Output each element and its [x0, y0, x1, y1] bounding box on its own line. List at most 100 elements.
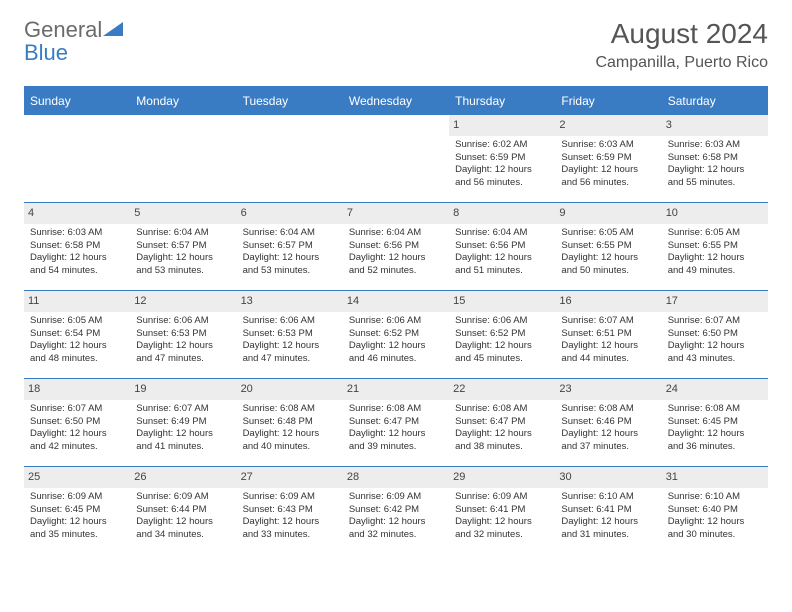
sunset-line: Sunset: 6:42 PM	[349, 504, 443, 517]
sunrise-line: Sunrise: 6:09 AM	[136, 491, 230, 504]
sunset-line: Sunset: 6:53 PM	[136, 328, 230, 341]
daylight-line: Daylight: 12 hours and 47 minutes.	[243, 340, 337, 366]
daylight-line: Daylight: 12 hours and 55 minutes.	[668, 164, 762, 190]
daylight-line: Daylight: 12 hours and 45 minutes.	[455, 340, 549, 366]
daylight-line: Daylight: 12 hours and 46 minutes.	[349, 340, 443, 366]
sunrise-line: Sunrise: 6:04 AM	[349, 227, 443, 240]
sunrise-line: Sunrise: 6:07 AM	[561, 315, 655, 328]
calendar-week-row: 18Sunrise: 6:07 AMSunset: 6:50 PMDayligh…	[24, 379, 768, 467]
calendar-week-row: 11Sunrise: 6:05 AMSunset: 6:54 PMDayligh…	[24, 291, 768, 379]
calendar-day-cell: 15Sunrise: 6:06 AMSunset: 6:52 PMDayligh…	[449, 291, 555, 379]
sunset-line: Sunset: 6:44 PM	[136, 504, 230, 517]
day-number: 2	[555, 115, 661, 136]
sunrise-line: Sunrise: 6:09 AM	[243, 491, 337, 504]
calendar-day-cell: 28Sunrise: 6:09 AMSunset: 6:42 PMDayligh…	[343, 467, 449, 555]
sunrise-line: Sunrise: 6:07 AM	[668, 315, 762, 328]
daylight-line: Daylight: 12 hours and 48 minutes.	[30, 340, 124, 366]
day-number: 4	[24, 203, 130, 224]
location: Campanilla, Puerto Rico	[595, 54, 768, 72]
calendar-week-row: 4Sunrise: 6:03 AMSunset: 6:58 PMDaylight…	[24, 203, 768, 291]
sunrise-line: Sunrise: 6:05 AM	[30, 315, 124, 328]
day-number: 7	[343, 203, 449, 224]
sunset-line: Sunset: 6:59 PM	[455, 152, 549, 165]
sunset-line: Sunset: 6:55 PM	[668, 240, 762, 253]
calendar-day-cell: 25Sunrise: 6:09 AMSunset: 6:45 PMDayligh…	[24, 467, 130, 555]
sunrise-line: Sunrise: 6:03 AM	[668, 139, 762, 152]
logo-triangle-icon	[103, 22, 123, 38]
daylight-line: Daylight: 12 hours and 53 minutes.	[243, 252, 337, 278]
daylight-line: Daylight: 12 hours and 41 minutes.	[136, 428, 230, 454]
sunrise-line: Sunrise: 6:07 AM	[30, 403, 124, 416]
calendar-table: SundayMondayTuesdayWednesdayThursdayFrid…	[24, 86, 768, 555]
day-header: Saturday	[662, 87, 768, 115]
sunset-line: Sunset: 6:45 PM	[668, 416, 762, 429]
daylight-line: Daylight: 12 hours and 35 minutes.	[30, 516, 124, 542]
daylight-line: Daylight: 12 hours and 34 minutes.	[136, 516, 230, 542]
sunrise-line: Sunrise: 6:04 AM	[136, 227, 230, 240]
calendar-day-cell: 10Sunrise: 6:05 AMSunset: 6:55 PMDayligh…	[662, 203, 768, 291]
sunrise-line: Sunrise: 6:04 AM	[243, 227, 337, 240]
calendar-day-cell: 5 Sunrise: 6:04 AMSunset: 6:57 PMDaylight…	[130, 203, 236, 291]
day-number: 3	[662, 115, 768, 136]
sunset-line: Sunset: 6:50 PM	[668, 328, 762, 341]
day-number: 30	[555, 467, 661, 488]
sunrise-line: Sunrise: 6:08 AM	[243, 403, 337, 416]
daylight-line: Daylight: 12 hours and 33 minutes.	[243, 516, 337, 542]
day-header: Monday	[130, 87, 236, 115]
day-number: 9	[555, 203, 661, 224]
daylight-line: Daylight: 12 hours and 53 minutes.	[136, 252, 230, 278]
calendar-day-cell: 19Sunrise: 6:07 AMSunset: 6:49 PMDayligh…	[130, 379, 236, 467]
daylight-line: Daylight: 12 hours and 32 minutes.	[349, 516, 443, 542]
calendar-day-cell: 20Sunrise: 6:08 AMSunset: 6:48 PMDayligh…	[237, 379, 343, 467]
sunset-line: Sunset: 6:57 PM	[136, 240, 230, 253]
sunset-line: Sunset: 6:45 PM	[30, 504, 124, 517]
day-header: Wednesday	[343, 87, 449, 115]
calendar-day-cell: 4Sunrise: 6:03 AMSunset: 6:58 PMDaylight…	[24, 203, 130, 291]
day-number: 1	[449, 115, 555, 136]
sunset-line: Sunset: 6:48 PM	[243, 416, 337, 429]
daylight-line: Daylight: 12 hours and 32 minutes.	[455, 516, 549, 542]
sunset-line: Sunset: 6:46 PM	[561, 416, 655, 429]
calendar-day-cell: 24Sunrise: 6:08 AMSunset: 6:45 PMDayligh…	[662, 379, 768, 467]
daylight-line: Daylight: 12 hours and 39 minutes.	[349, 428, 443, 454]
daylight-line: Daylight: 12 hours and 40 minutes.	[243, 428, 337, 454]
daylight-line: Daylight: 12 hours and 56 minutes.	[455, 164, 549, 190]
logo: General Blue	[24, 18, 144, 64]
calendar-week-row: 1Sunrise: 6:02 AMSunset: 6:59 PMDaylight…	[24, 115, 768, 203]
day-number: 13	[237, 291, 343, 312]
header: General Blue August 2024 Campanilla, Pue…	[24, 18, 768, 72]
calendar-week-row: 25Sunrise: 6:09 AMSunset: 6:45 PMDayligh…	[24, 467, 768, 555]
sunset-line: Sunset: 6:43 PM	[243, 504, 337, 517]
calendar-day-cell: 2Sunrise: 6:03 AMSunset: 6:59 PMDaylight…	[555, 115, 661, 203]
sunrise-line: Sunrise: 6:06 AM	[349, 315, 443, 328]
daylight-line: Daylight: 12 hours and 56 minutes.	[561, 164, 655, 190]
calendar-day-cell: 8Sunrise: 6:04 AMSunset: 6:56 PMDaylight…	[449, 203, 555, 291]
daylight-line: Daylight: 12 hours and 42 minutes.	[30, 428, 124, 454]
day-number: 18	[24, 379, 130, 400]
day-header: Sunday	[24, 87, 130, 115]
daylight-line: Daylight: 12 hours and 47 minutes.	[136, 340, 230, 366]
sunset-line: Sunset: 6:40 PM	[668, 504, 762, 517]
sunset-line: Sunset: 6:52 PM	[455, 328, 549, 341]
daylight-line: Daylight: 12 hours and 36 minutes.	[668, 428, 762, 454]
logo-word2: Blue	[24, 41, 144, 64]
day-number: 23	[555, 379, 661, 400]
daylight-line: Daylight: 12 hours and 51 minutes.	[455, 252, 549, 278]
calendar-day-cell: 29Sunrise: 6:09 AMSunset: 6:41 PMDayligh…	[449, 467, 555, 555]
day-header-row: SundayMondayTuesdayWednesdayThursdayFrid…	[24, 87, 768, 115]
calendar-empty-cell	[130, 115, 236, 203]
day-number: 5	[130, 203, 236, 224]
sunset-line: Sunset: 6:56 PM	[349, 240, 443, 253]
calendar-day-cell: 11Sunrise: 6:05 AMSunset: 6:54 PMDayligh…	[24, 291, 130, 379]
sunrise-line: Sunrise: 6:08 AM	[561, 403, 655, 416]
day-header: Friday	[555, 87, 661, 115]
calendar-day-cell: 7Sunrise: 6:04 AMSunset: 6:56 PMDaylight…	[343, 203, 449, 291]
sunset-line: Sunset: 6:55 PM	[561, 240, 655, 253]
daylight-line: Daylight: 12 hours and 30 minutes.	[668, 516, 762, 542]
calendar-day-cell: 18Sunrise: 6:07 AMSunset: 6:50 PMDayligh…	[24, 379, 130, 467]
sunrise-line: Sunrise: 6:06 AM	[136, 315, 230, 328]
calendar-head: SundayMondayTuesdayWednesdayThursdayFrid…	[24, 87, 768, 115]
sunset-line: Sunset: 6:52 PM	[349, 328, 443, 341]
sunrise-line: Sunrise: 6:06 AM	[243, 315, 337, 328]
sunrise-line: Sunrise: 6:10 AM	[668, 491, 762, 504]
